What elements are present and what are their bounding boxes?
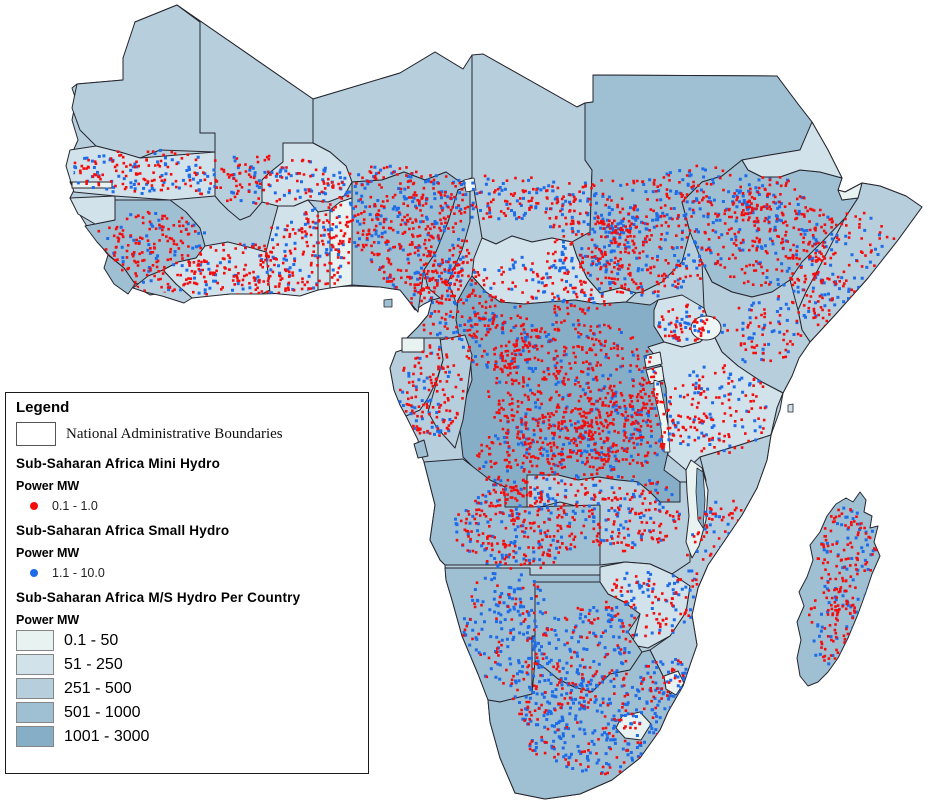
hydro-points-layer (71, 148, 899, 776)
mini-hydro-heading: Sub-Saharan Africa Mini Hydro (16, 456, 221, 471)
class-swatch-3 (16, 678, 54, 699)
class-label-1: 0.1 - 50 (64, 631, 119, 649)
country-hydro-power-label: Power MW (16, 613, 80, 627)
choropleth-class-row: 501 - 1000 (16, 702, 368, 723)
class-label-5: 1001 - 3000 (64, 727, 150, 745)
country-hydro-heading: Sub-Saharan Africa M/S Hydro Per Country (16, 590, 301, 605)
bioko-island (383, 298, 393, 308)
choropleth-class-row: 51 - 250 (16, 654, 368, 675)
zanzibar-island (787, 403, 794, 413)
legend-title: Legend (16, 399, 70, 416)
class-swatch-2 (16, 654, 54, 675)
lakes-layer (383, 177, 794, 529)
class-label-2: 51 - 250 (64, 655, 123, 673)
small-hydro-range: 1.1 - 10.0 (52, 566, 105, 580)
country-mozambique (649, 392, 784, 695)
class-label-3: 251 - 500 (64, 679, 132, 697)
class-swatch-4 (16, 702, 54, 723)
country-guinea-bissau (69, 195, 116, 225)
country-djibouti (837, 182, 863, 201)
country-equatorial-guinea (401, 337, 425, 353)
small-hydro-heading: Sub-Saharan Africa Small Hydro (16, 523, 230, 538)
legend-box: Legend National Administrative Boundarie… (5, 392, 369, 774)
choropleth-class-row: 1001 - 3000 (16, 726, 368, 747)
mini-hydro-range: 0.1 - 1.0 (52, 499, 98, 513)
class-swatch-5 (16, 726, 54, 747)
boundaries-label: National Administrative Boundaries (66, 425, 283, 442)
mini-hydro-dot-icon (30, 502, 38, 510)
country-madagascar (796, 491, 881, 687)
small-hydro-dot-icon (30, 569, 38, 577)
mini-hydro-power-label: Power MW (16, 479, 80, 493)
class-swatch-1 (16, 630, 54, 651)
boundaries-legend-row: National Administrative Boundaries (16, 422, 368, 446)
country-rwanda (643, 351, 663, 369)
mini-hydro-legend-row: 0.1 - 1.0 (16, 499, 368, 513)
country-sierra-leone (103, 254, 136, 295)
choropleth-class-row: 251 - 500 (16, 678, 368, 699)
country-burundi (645, 365, 665, 385)
country-cabinda (413, 439, 429, 459)
country-gambia (71, 181, 113, 189)
small-hydro-legend-row: 1.1 - 10.0 (16, 566, 368, 580)
small-hydro-power-label: Power MW (16, 546, 80, 560)
country-mauritania (71, 4, 216, 159)
small-hydro-points (71, 148, 896, 775)
class-label-4: 501 - 1000 (64, 703, 141, 721)
choropleth-class-row: 0.1 - 50 (16, 630, 368, 651)
lake-malawi (695, 467, 706, 529)
country-somalia (797, 182, 923, 343)
country-eritrea (741, 121, 843, 179)
boundaries-swatch (16, 422, 56, 446)
